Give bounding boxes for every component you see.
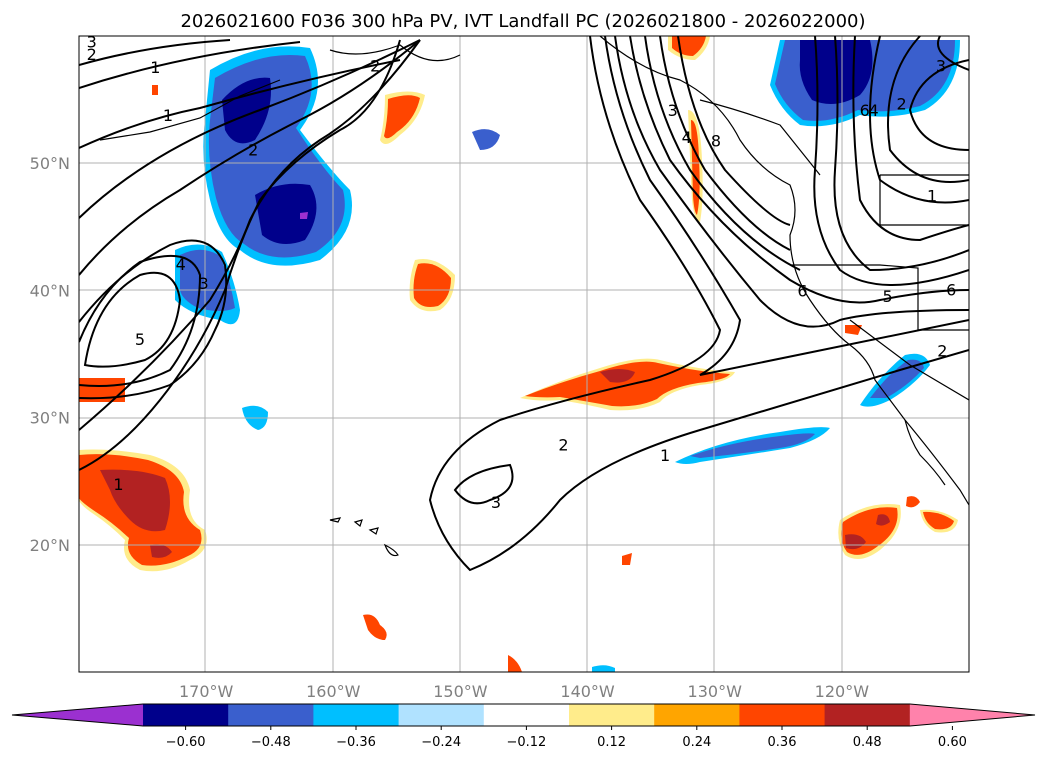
colorbar-tick-label: −0.24 [421,735,461,750]
lon-tick-label: 170°W [179,682,234,701]
contour-label: 4 [869,101,879,120]
contour-label: 4 [682,128,692,147]
colorbar-outline [11,703,1036,727]
contour-label: 1 [150,58,160,77]
lon-tick-label: 130°W [688,682,743,701]
colorbar-tick-label: 0.60 [938,735,967,750]
contour-label: 3 [199,274,209,293]
contour-label: 1 [113,475,123,494]
contour-label: 5 [883,287,893,306]
contour-label: 8 [711,132,721,151]
contour-label: 3 [936,57,946,76]
contour-label: 6 [946,280,956,299]
contour-label: 1 [660,446,670,465]
latitude-tick-labels: 20°N 30°N 40°N 50°N [30,154,70,555]
longitude-tick-labels: 170°W 160°W 150°W 140°W 130°W 120°W [179,682,869,701]
lat-tick-label: 30°N [30,409,70,428]
figure-title: 2026021600 F036 300 hPa PV, IVT Landfall… [180,11,865,32]
contour-label: 2 [937,341,947,360]
colorbar-bin [483,704,570,726]
contour-label: 6 [860,101,870,120]
colorbar-tick-label: −0.60 [166,735,206,750]
colorbar-bin [824,704,911,726]
lon-tick-label: 120°W [815,682,870,701]
colorbar-extend-high [909,704,1035,726]
colorbar-extend-low [12,704,143,726]
contour-label: 2 [87,45,97,64]
colorbar-bin [398,704,485,726]
positive-pv-regions [79,36,958,672]
colorbar-tick-label: 0.24 [682,735,711,750]
contour-label: 2 [558,436,568,455]
colorbar-bin [313,704,400,726]
contour-label: 6 [797,282,807,301]
contour-label: 4 [176,255,186,274]
colorbar-bin [143,704,229,726]
colorbar-bin [569,704,655,726]
colorbar-bin [739,704,826,726]
colorbar-tick-label: 0.48 [853,735,882,750]
colorbar-bin [654,704,740,726]
ivt-contours [79,36,969,572]
colorbar-tick-label: −0.48 [251,735,291,750]
contour-label: 1 [927,186,937,205]
contour-label: 1 [163,106,173,125]
contour-label: 2 [248,140,258,159]
contour-label: 2 [370,57,380,76]
colorbar-tick-label: −0.36 [336,735,376,750]
lat-tick-label: 20°N [30,536,70,555]
lon-tick-label: 140°W [560,682,615,701]
graticule [79,36,969,672]
colorbar-tick-label: 0.36 [768,735,797,750]
colorbar-tick-label: 0.12 [597,735,626,750]
lat-tick-label: 40°N [30,281,70,300]
colorbar: −0.60 −0.48 −0.36 −0.24 −0.12 0.12 0.24 0.36 0.4… [11,703,1036,750]
contour-label: 5 [135,330,145,349]
lat-tick-label: 50°N [30,154,70,173]
colorbar-bin [228,704,314,726]
contour-label: 3 [668,101,678,120]
lon-tick-label: 150°W [433,682,488,701]
lon-tick-label: 160°W [306,682,361,701]
colorbar-tick-label: −0.12 [506,735,546,750]
coastlines [99,36,969,557]
contour-label: 2 [897,95,907,114]
contour-label: 3 [87,32,97,51]
contour-label: 3 [491,493,501,512]
